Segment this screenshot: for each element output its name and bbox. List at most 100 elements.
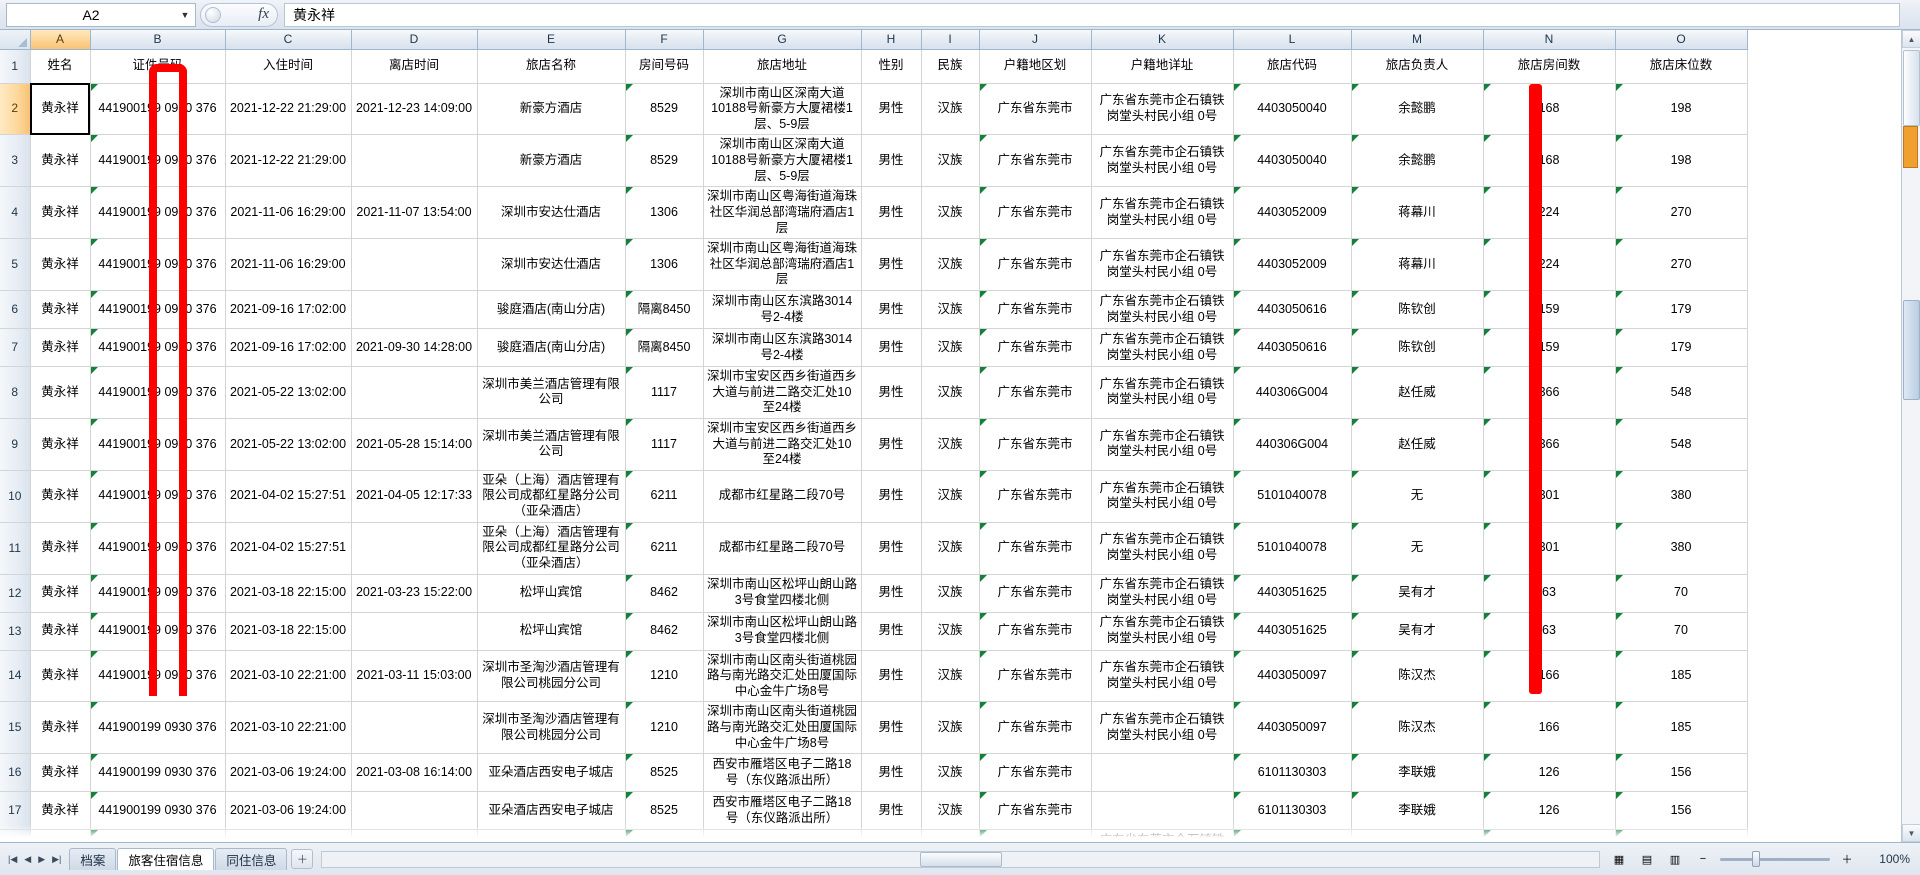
cell-C10[interactable]: 2021-04-02 15:27:51 bbox=[225, 470, 352, 523]
cell-D12[interactable]: 2021-03-23 15:22:00 bbox=[351, 574, 478, 613]
cell-M16[interactable]: 李联娥 bbox=[1351, 753, 1484, 793]
cell-L3[interactable]: 4403050040 bbox=[1233, 134, 1352, 188]
cell-M9[interactable]: 赵任威 bbox=[1351, 418, 1484, 471]
cell-K8[interactable]: 广东省东莞市企石镇铁岗堂头村民小组 0号 bbox=[1091, 366, 1234, 419]
cell-L11[interactable]: 5101040078 bbox=[1233, 522, 1352, 575]
cell-I3[interactable]: 汉族 bbox=[921, 134, 980, 188]
cell-D7[interactable]: 2021-09-30 14:28:00 bbox=[351, 328, 478, 367]
cell-G5[interactable]: 深圳市南山区粤海街道海珠社区华润总部湾瑞府酒店1层 bbox=[703, 238, 862, 291]
cell-H4[interactable]: 男性 bbox=[861, 186, 922, 240]
cell-J2[interactable]: 广东省东莞市 bbox=[979, 83, 1092, 136]
table-row[interactable]: 7 黄永祥 441900199 0930 376 2021-09-16 17:02:0… bbox=[0, 328, 1748, 367]
cell-B4[interactable]: 441900199 0930 376 bbox=[90, 186, 226, 240]
row-header-11[interactable]: 11 bbox=[0, 522, 31, 575]
cell-N4[interactable]: 224 bbox=[1483, 186, 1616, 240]
cell-E11[interactable]: 亚朵（上海）酒店管理有限公司成都红星路分公司（亚朵酒店） bbox=[477, 522, 626, 575]
header-cell-ethnicity[interactable]: 民族 bbox=[921, 49, 980, 84]
column-header-I[interactable]: I bbox=[921, 30, 980, 50]
cell-M4[interactable]: 蒋幕川 bbox=[1351, 186, 1484, 240]
cell-I9[interactable]: 汉族 bbox=[921, 418, 980, 471]
cell-C13[interactable]: 2021-03-18 22:15:00 bbox=[225, 612, 352, 651]
cell-A17[interactable]: 黄永祥 bbox=[30, 791, 91, 831]
row-header-4[interactable]: 4 bbox=[0, 186, 31, 240]
cell-H5[interactable]: 男性 bbox=[861, 238, 922, 291]
first-sheet-icon[interactable]: |◀ bbox=[8, 853, 18, 864]
cell-O9[interactable]: 548 bbox=[1615, 418, 1748, 471]
cell-E6[interactable]: 骏庭酒店(南山分店) bbox=[477, 290, 626, 329]
cell-I11[interactable]: 汉族 bbox=[921, 522, 980, 575]
cell-F12[interactable]: 8462 bbox=[625, 574, 704, 613]
table-row[interactable]: 6 黄永祥 441900199 0930 376 2021-09-16 17:02:0… bbox=[0, 290, 1748, 329]
cell-I2[interactable]: 汉族 bbox=[921, 83, 980, 136]
cell-K15[interactable]: 广东省东莞市企石镇铁岗堂头村民小组 0号 bbox=[1091, 701, 1234, 755]
cell-C2[interactable]: 2021-12-22 21:29:00 bbox=[225, 83, 352, 136]
cell-F9[interactable]: 1117 bbox=[625, 418, 704, 471]
cell-D10[interactable]: 2021-04-05 12:17:33 bbox=[351, 470, 478, 523]
cell-O18[interactable]: 150 bbox=[1615, 829, 1748, 842]
header-cell-hotel-manager[interactable]: 旅店负责人 bbox=[1351, 49, 1484, 84]
cell-B14[interactable]: 441900199 0930 376 bbox=[90, 650, 226, 703]
row-header-12[interactable]: 12 bbox=[0, 574, 31, 613]
cell-O2[interactable]: 198 bbox=[1615, 83, 1748, 136]
cell-C4[interactable]: 2021-11-06 16:29:00 bbox=[225, 186, 352, 240]
cell-G3[interactable]: 深圳市南山区深南大道10188号新豪方大厦裙楼1层、5-9层 bbox=[703, 134, 862, 188]
cell-K3[interactable]: 广东省东莞市企石镇铁岗堂头村民小组 0号 bbox=[1091, 134, 1234, 188]
cell-N5[interactable]: 224 bbox=[1483, 238, 1616, 291]
cell-E18[interactable]: 朝阳区品悦商务酒店 bbox=[477, 829, 626, 842]
cell-K18[interactable]: 广东省东莞市企石镇铁岗堂头村民小组 0号 bbox=[1091, 829, 1234, 842]
scroll-down-arrow-icon[interactable]: ▼ bbox=[1902, 824, 1920, 842]
cell-O4[interactable]: 270 bbox=[1615, 186, 1748, 240]
cell-M12[interactable]: 吴有才 bbox=[1351, 574, 1484, 613]
cell-J16[interactable]: 广东省东莞市 bbox=[979, 753, 1092, 793]
sheet-tab-cohabitant-info[interactable]: 同住信息 bbox=[215, 848, 288, 870]
cell-C12[interactable]: 2021-03-18 22:15:00 bbox=[225, 574, 352, 613]
table-row[interactable]: 2 黄永祥 441900199 0930 376 2021-12-22 21:29:0… bbox=[0, 83, 1748, 136]
cell-C8[interactable]: 2021-05-22 13:02:00 bbox=[225, 366, 352, 419]
zoom-in-button[interactable]: ＋ bbox=[1841, 854, 1853, 866]
cell-D17[interactable] bbox=[351, 791, 478, 831]
cell-G18[interactable]: 西民主大街21号 bbox=[703, 829, 862, 842]
row-header-2[interactable]: 2 bbox=[0, 83, 31, 136]
cell-K2[interactable]: 广东省东莞市企石镇铁岗堂头村民小组 0号 bbox=[1091, 83, 1234, 136]
cell-O11[interactable]: 380 bbox=[1615, 522, 1748, 575]
horizontal-scrollbar[interactable] bbox=[321, 850, 1600, 868]
header-cell-hotel-beds[interactable]: 旅店床位数 bbox=[1615, 49, 1748, 84]
cell-F15[interactable]: 1210 bbox=[625, 701, 704, 755]
prev-sheet-icon[interactable]: ◀ bbox=[24, 853, 32, 864]
cell-B12[interactable]: 441900199 0930 376 bbox=[90, 574, 226, 613]
table-row[interactable]: 12 黄永祥 441900199 0930 376 2021-03-18 22:15:… bbox=[0, 574, 1748, 613]
cell-G10[interactable]: 成都市红星路二段70号 bbox=[703, 470, 862, 523]
cell-J3[interactable]: 广东省东莞市 bbox=[979, 134, 1092, 188]
cell-B13[interactable]: 441900199 0930 376 bbox=[90, 612, 226, 651]
cell-E15[interactable]: 深圳市圣淘沙酒店管理有限公司桃园分公司 bbox=[477, 701, 626, 755]
cell-D8[interactable] bbox=[351, 366, 478, 419]
cell-G4[interactable]: 深圳市南山区粤海街道海珠社区华润总部湾瑞府酒店1层 bbox=[703, 186, 862, 240]
cell-I17[interactable]: 汉族 bbox=[921, 791, 980, 831]
cell-K16[interactable] bbox=[1091, 753, 1234, 793]
cell-E3[interactable]: 新豪方酒店 bbox=[477, 134, 626, 188]
cell-J9[interactable]: 广东省东莞市 bbox=[979, 418, 1092, 471]
cell-J5[interactable]: 广东省东莞市 bbox=[979, 238, 1092, 291]
cell-H3[interactable]: 男性 bbox=[861, 134, 922, 188]
cell-D5[interactable] bbox=[351, 238, 478, 291]
cell-A15[interactable]: 黄永祥 bbox=[30, 701, 91, 755]
cell-M13[interactable]: 吴有才 bbox=[1351, 612, 1484, 651]
cell-B7[interactable]: 441900199 0930 376 bbox=[90, 328, 226, 367]
cell-J8[interactable]: 广东省东莞市 bbox=[979, 366, 1092, 419]
vertical-scrollbar[interactable]: ▲ ▼ bbox=[1901, 30, 1920, 842]
cell-O15[interactable]: 185 bbox=[1615, 701, 1748, 755]
cell-A6[interactable]: 黄永祥 bbox=[30, 290, 91, 329]
cell-I15[interactable]: 汉族 bbox=[921, 701, 980, 755]
cell-M3[interactable]: 余懿鹏 bbox=[1351, 134, 1484, 188]
cell-H7[interactable]: 男性 bbox=[861, 328, 922, 367]
cell-E4[interactable]: 深圳市安达仕酒店 bbox=[477, 186, 626, 240]
header-cell-household-region[interactable]: 户籍地区划 bbox=[979, 49, 1092, 84]
header-cell-hotel-address[interactable]: 旅店地址 bbox=[703, 49, 862, 84]
scroll-up-arrow-icon[interactable]: ▲ bbox=[1902, 30, 1920, 48]
cell-B11[interactable]: 441900199 0930 376 bbox=[90, 522, 226, 575]
cell-D18[interactable] bbox=[351, 829, 478, 842]
cell-A7[interactable]: 黄永祥 bbox=[30, 328, 91, 367]
cell-M8[interactable]: 赵任威 bbox=[1351, 366, 1484, 419]
cell-L16[interactable]: 6101130303 bbox=[1233, 753, 1352, 793]
cell-A2[interactable]: 黄永祥 bbox=[30, 83, 91, 136]
